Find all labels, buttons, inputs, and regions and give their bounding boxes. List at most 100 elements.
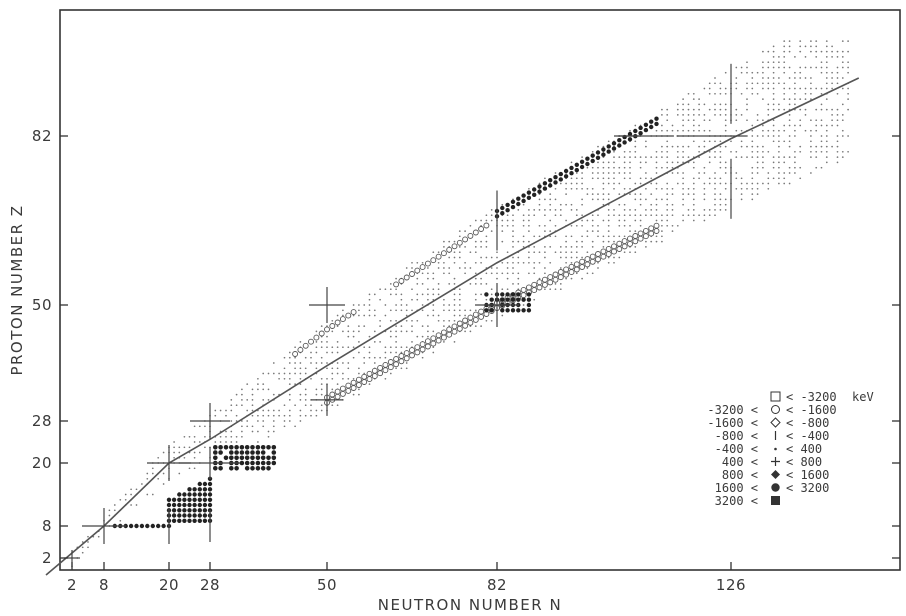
dot-marker — [178, 451, 181, 454]
dot-marker — [783, 161, 786, 164]
open-circle-marker — [403, 274, 410, 281]
dot-marker — [559, 214, 562, 217]
dot-marker — [772, 92, 775, 95]
dot-marker — [448, 272, 451, 275]
dot-marker — [820, 140, 823, 143]
dot-marker — [730, 150, 732, 153]
dot-marker — [692, 182, 695, 185]
dot-marker — [682, 119, 684, 122]
filled-circle-marker — [187, 497, 192, 502]
dot-marker — [288, 372, 291, 375]
dot-marker — [480, 219, 482, 222]
dot-marker — [820, 166, 823, 169]
dot-marker — [522, 246, 525, 248]
dot-marker — [799, 119, 802, 122]
dot-marker — [767, 66, 770, 69]
filled-circle-marker — [526, 190, 532, 195]
dot-marker — [565, 246, 567, 248]
dot-marker — [724, 114, 727, 116]
dot-marker — [480, 256, 482, 259]
dot-marker — [767, 182, 770, 185]
legend-low: 800 < — [722, 468, 758, 482]
dot-marker — [416, 293, 419, 296]
filled-circle-marker — [197, 513, 202, 518]
filled-circle-marker — [500, 308, 505, 313]
dot-marker — [607, 172, 610, 174]
dot-marker — [815, 119, 818, 122]
dot-marker — [762, 119, 764, 122]
dot-marker — [352, 346, 355, 349]
dot-marker — [703, 182, 706, 185]
dot-marker — [794, 87, 796, 90]
dot-marker — [613, 150, 615, 153]
dot-marker — [639, 182, 642, 185]
dot-marker — [692, 219, 695, 222]
dot-marker — [235, 404, 238, 407]
dot-marker — [724, 166, 727, 169]
dot-marker — [533, 214, 536, 217]
dot-marker — [703, 172, 706, 174]
dot-marker — [173, 451, 175, 454]
dot-marker — [522, 261, 525, 264]
dot-marker — [87, 535, 89, 538]
dot-marker — [304, 393, 307, 396]
filled-circle-marker — [229, 466, 234, 471]
open-circle-marker — [345, 312, 352, 319]
dot-marker — [645, 187, 647, 190]
dot-marker — [591, 177, 594, 180]
dot-marker — [703, 198, 706, 201]
dot-marker — [544, 272, 546, 275]
dot-marker — [373, 309, 376, 312]
y-tick-label: 20 — [32, 454, 52, 472]
dot-marker — [496, 256, 498, 259]
dot-marker — [157, 477, 160, 480]
dot-marker — [320, 346, 323, 349]
dot-marker — [788, 119, 791, 122]
dot-marker — [602, 203, 605, 206]
dot-marker — [794, 71, 796, 74]
filled-circle-marker — [192, 513, 197, 518]
dot-marker — [602, 177, 605, 180]
dot-marker — [586, 235, 589, 238]
dot-marker — [464, 261, 466, 264]
dot-marker — [347, 335, 350, 338]
dot-marker — [767, 129, 770, 132]
dot-marker — [448, 256, 451, 259]
filled-circle-marker — [526, 297, 532, 302]
dot-marker — [453, 341, 456, 343]
dot-marker — [724, 161, 727, 164]
dot-marker — [756, 92, 759, 95]
dot-marker — [225, 441, 227, 443]
legend-low: -3200 < — [707, 403, 758, 417]
dot-marker — [682, 203, 684, 206]
dot-marker — [788, 114, 791, 116]
open-circle-marker — [621, 238, 628, 245]
dot-marker — [788, 145, 791, 148]
dot-marker — [251, 430, 254, 433]
open-circle-marker — [642, 233, 649, 240]
open-circle-marker — [467, 319, 474, 326]
dot-marker — [799, 166, 802, 169]
dot-marker — [549, 203, 552, 206]
dot-marker — [299, 377, 302, 380]
dot-marker — [389, 372, 392, 375]
dot-marker — [549, 288, 552, 291]
dot-marker — [714, 156, 716, 158]
dot-marker — [698, 145, 700, 148]
dot-marker — [501, 261, 504, 264]
dot-marker — [676, 150, 679, 153]
dot-marker — [193, 456, 196, 459]
dot-marker — [703, 103, 706, 106]
dot-marker — [490, 230, 493, 232]
dot-marker — [336, 346, 339, 349]
dot-marker — [629, 156, 631, 158]
dot-marker — [496, 267, 498, 269]
dot-marker — [687, 209, 690, 211]
dot-marker — [549, 219, 552, 222]
dot-marker — [655, 182, 658, 185]
filled-circle-marker — [516, 292, 521, 297]
dot-marker — [533, 272, 536, 275]
dot-marker — [538, 251, 541, 254]
dot-marker — [650, 156, 653, 158]
dot-marker — [405, 319, 408, 322]
